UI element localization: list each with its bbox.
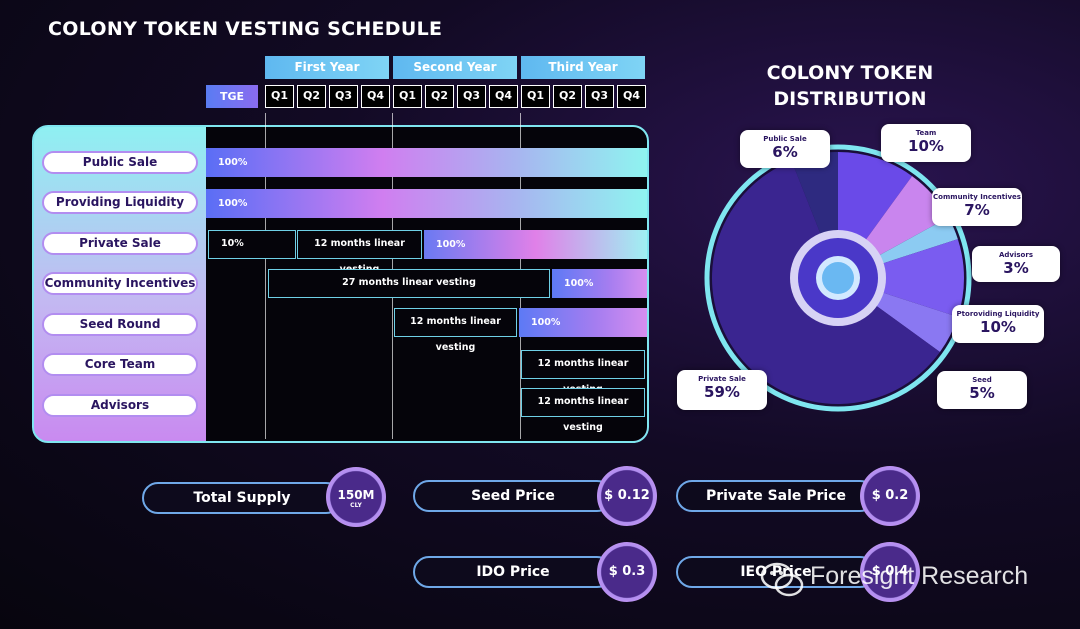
row-label-seed-round: Seed Round [42,313,198,336]
callout-value: 10% [980,318,1016,336]
quarter-header: Q4 [361,85,390,108]
row-label-community-incentives: Community Incentives [42,272,198,295]
callout-label: Community Incentives [933,193,1021,201]
callout-value: 7% [964,201,990,219]
bar-core-team-vesting: 12 months linear vesting [521,350,645,395]
private-price-label: Private Sale Price [676,480,876,512]
bar-providing-liquidity-release: 100% [206,189,647,218]
callout-team: Team 10% [881,124,971,162]
bar-public-sale-release: 100% [206,148,647,177]
distribution-pie [704,144,972,412]
quarter-header: Q2 [425,85,454,108]
total-supply-unit: CLY [350,502,362,509]
callout-value: 59% [704,383,740,401]
bar-community-vesting: 27 months linear vesting [268,269,550,298]
year-divider [265,113,266,439]
callout-label: Advisors [999,251,1033,259]
pie-slice-ptoroviding-liquidity [838,239,964,317]
total-supply-value: 150M [337,488,375,502]
bar-seed-vesting: 12 months linear vesting [394,308,517,353]
ido-price-value: $ 0.3 [608,564,646,579]
quarter-header: Q1 [521,85,550,108]
bar-advisors-vesting: 12 months linear vesting [521,388,645,433]
callout-label: Seed [972,376,992,384]
quarter-header: Q1 [265,85,294,108]
seed-price-value: $ 0.12 [604,488,650,503]
quarter-header: Q3 [585,85,614,108]
row-label-advisors: Advisors [42,394,198,417]
callout-label: Ptoroviding Liquidity [956,310,1040,318]
seed-price-coin: $ 0.12 [597,466,657,526]
quarter-header: Q4 [617,85,646,108]
seed-price-label: Seed Price [413,480,613,512]
callout-community: Community Incentives 7% [932,188,1022,226]
callout-liquidity: Ptoroviding Liquidity 10% [952,305,1044,343]
callout-value: 10% [908,137,944,155]
callout-value: 6% [772,143,798,161]
quarter-header: Q3 [457,85,486,108]
callout-label: Private Sale [698,375,746,383]
row-label-private-sale: Private Sale [42,232,198,255]
ieo-price-value: $ 0.4 [871,564,909,579]
year-header-3: Third Year [521,56,645,79]
quarter-header: Q3 [329,85,358,108]
tge-header: TGE [206,85,258,108]
row-label-public-sale: Public Sale [42,151,198,174]
quarter-header: Q2 [297,85,326,108]
logo-core [822,262,854,294]
callout-private-sale: Private Sale 59% [677,370,767,410]
ieo-price-label: IEO Price [676,556,876,588]
callout-public-sale: Public Sale 6% [740,130,830,168]
ieo-price-coin: $ 0.4 [860,542,920,602]
callout-value: 5% [969,384,995,402]
distribution-title: COLONY TOKEN DISTRIBUTION [766,62,934,110]
bar-community-release: 100% [552,269,647,298]
watermark: Foresight Research [760,560,1060,600]
row-label-providing-liquidity: Providing Liquidity [42,191,198,214]
bar-private-sale-vesting: 12 months linear vesting [297,230,422,275]
year-header-1: First Year [265,56,389,79]
year-header-2: Second Year [393,56,517,79]
callout-label: Public Sale [763,135,807,143]
callout-advisors: Advisors 3% [972,246,1060,282]
bar-private-sale-tge: 10% [208,230,296,259]
quarter-header: Q4 [489,85,518,108]
watermark-text: Foresight Research [810,562,1029,590]
quarter-header: Q1 [393,85,422,108]
callout-seed: Seed 5% [937,371,1027,409]
callout-label: Team [915,129,937,137]
wechat-icon [760,562,804,597]
page-title: COLONY TOKEN VESTING SCHEDULE [48,18,443,40]
ido-price-label: IDO Price [413,556,613,588]
row-label-core-team: Core Team [42,353,198,376]
private-price-coin: $ 0.2 [860,466,920,526]
ido-price-coin: $ 0.3 [597,542,657,602]
quarter-header: Q2 [553,85,582,108]
bar-private-sale-release: 100% [424,230,647,259]
private-price-value: $ 0.2 [871,488,909,503]
total-supply-label: Total Supply [142,482,342,514]
total-supply-coin: 150M CLY [326,467,386,527]
callout-value: 3% [1003,259,1029,277]
bar-seed-release: 100% [519,308,647,337]
